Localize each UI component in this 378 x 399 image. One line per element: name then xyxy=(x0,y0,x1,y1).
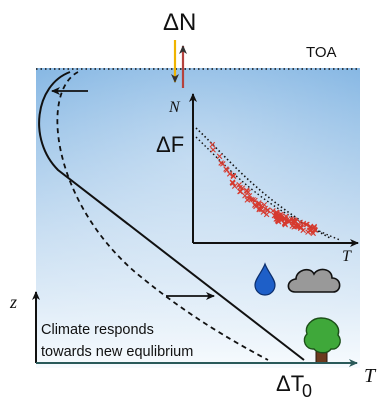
scatter-points xyxy=(209,141,319,237)
scatter-point xyxy=(256,206,262,213)
tree-icon xyxy=(303,317,341,364)
scatter-point xyxy=(275,218,282,225)
cloud-icon xyxy=(287,268,341,293)
scatter-point xyxy=(237,188,243,195)
scatter-point xyxy=(270,208,276,214)
scatter-point xyxy=(242,192,248,199)
scatter-point xyxy=(264,207,271,214)
temperature-axis-label: T xyxy=(364,365,377,387)
scatter-point xyxy=(209,141,216,148)
scatter-point xyxy=(219,161,226,167)
scatter-point xyxy=(229,179,236,186)
caption-line-2: towards new equlibrium xyxy=(41,344,193,360)
scatter-point xyxy=(210,147,216,153)
scatter-point xyxy=(216,153,223,160)
scatter-point xyxy=(243,187,250,194)
equilibrium-subscript: 0 xyxy=(302,381,312,399)
scatter-point xyxy=(303,221,309,228)
forcing-label: ΔF xyxy=(156,132,184,157)
scatter-point xyxy=(292,218,299,224)
top-delta-n-label: ΔN xyxy=(163,9,196,36)
scatter-point xyxy=(226,171,233,177)
scatter-point xyxy=(306,227,313,234)
scatter-point xyxy=(246,195,252,202)
scatter-point xyxy=(231,183,238,189)
scatter-point xyxy=(297,219,303,226)
water-drop-icon xyxy=(254,262,276,296)
scatter-point xyxy=(261,202,268,208)
fit-line-upper xyxy=(195,127,331,239)
scatter-point xyxy=(289,223,296,229)
scatter-point xyxy=(224,167,230,173)
scatter-point xyxy=(252,201,259,208)
scatter-point xyxy=(256,200,262,206)
caption-line-1: Climate responds xyxy=(41,322,154,338)
scatter-point xyxy=(239,185,246,191)
inset-plot: N T ΔF xyxy=(156,93,359,265)
scatter-point xyxy=(311,226,318,233)
scatter-point xyxy=(260,209,267,215)
scatter-point xyxy=(297,225,304,232)
inset-x-axis-label: T xyxy=(342,248,352,265)
scatter-point xyxy=(263,211,270,218)
toa-label: TOA xyxy=(306,44,337,61)
z-axis-label: z xyxy=(9,292,17,312)
temperature-profile-initial xyxy=(56,71,269,361)
scatter-point xyxy=(273,209,280,216)
equilibrium-label: ΔT xyxy=(276,371,304,396)
temperature-profile-current xyxy=(38,71,305,361)
scatter-point xyxy=(230,173,237,180)
scatter-point xyxy=(286,218,293,224)
tree-canopy xyxy=(303,317,341,354)
inset-y-axis-label: N xyxy=(168,99,181,116)
